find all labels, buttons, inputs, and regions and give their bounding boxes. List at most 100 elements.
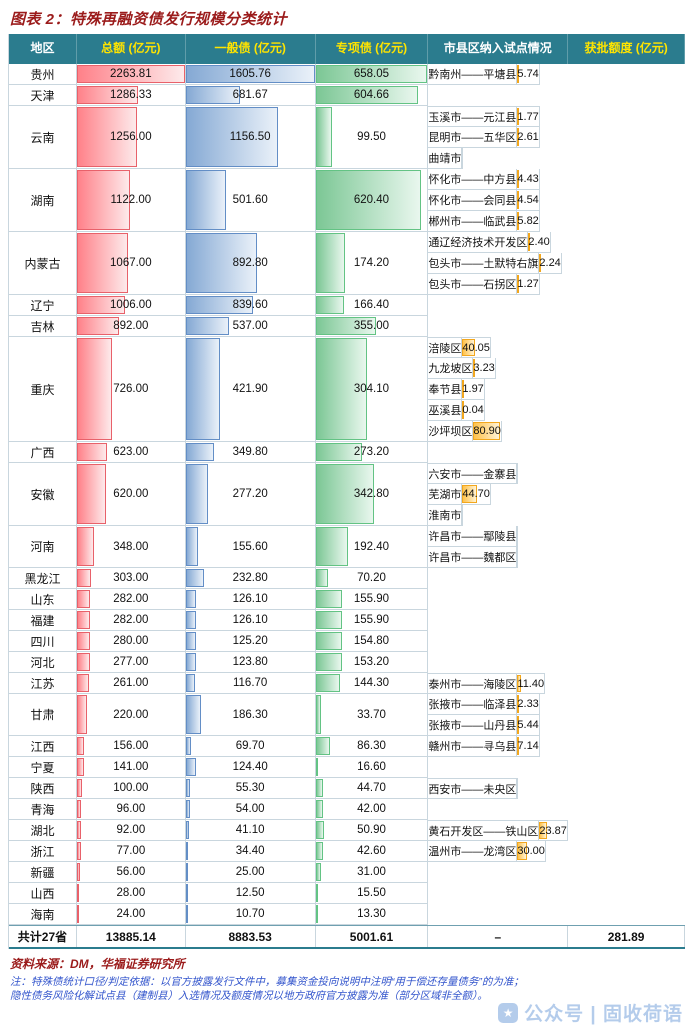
special-databar bbox=[315, 884, 319, 902]
footnote-line-1: 注：特殊债统计口径/判定依据：以官方披露发行文件中，募集资金投向说明中注明“用于… bbox=[10, 976, 524, 988]
special-cell: 153.20 bbox=[315, 652, 429, 673]
total-cell: 92.00 bbox=[76, 820, 186, 841]
pilot-list: 怀化市——中方县 4.43 怀化市——会同县 4.54 郴州市——临武县 5.82 bbox=[428, 169, 685, 232]
total-databar bbox=[76, 863, 80, 881]
region-name: 重庆 bbox=[9, 337, 77, 442]
general-cell: 125.20 bbox=[185, 631, 316, 652]
special-value: 42.00 bbox=[357, 803, 386, 815]
quota-value: 44.70 bbox=[462, 488, 490, 500]
region-row-group: 山西 28.00 12.50 15.50 bbox=[9, 883, 685, 904]
total-value: 1122.00 bbox=[110, 194, 152, 206]
pilot-list bbox=[428, 610, 685, 631]
total-cell: 620.00 bbox=[76, 463, 186, 526]
pilot-name: 黔南州——平塘县 bbox=[428, 64, 518, 85]
total-databar bbox=[76, 611, 91, 629]
total-row-total: 13885.14 bbox=[77, 926, 186, 947]
quota-databar bbox=[517, 842, 528, 860]
quota-databar bbox=[473, 422, 500, 440]
total-cell: 1122.00 bbox=[76, 169, 186, 232]
general-value: 34.40 bbox=[235, 845, 265, 857]
general-databar bbox=[185, 590, 196, 608]
pilot-name: 巫溪县 bbox=[428, 400, 463, 421]
total-databar bbox=[76, 569, 92, 587]
special-cell: 144.30 bbox=[315, 673, 429, 694]
total-value: 92.00 bbox=[116, 824, 146, 836]
pilot-name: 通辽经济技术开发区 bbox=[428, 232, 529, 253]
general-value: 232.80 bbox=[232, 572, 268, 584]
region-row-group: 海南 24.00 10.70 13.30 bbox=[9, 904, 685, 925]
general-cell: 537.00 bbox=[185, 316, 316, 337]
total-value: 277.00 bbox=[113, 656, 149, 668]
region-row-group: 福建 282.00 126.10 155.90 bbox=[9, 610, 685, 631]
special-databar bbox=[315, 338, 368, 440]
quota-databar bbox=[517, 65, 520, 83]
watermark: ★ 公众号 | 固收荷语 bbox=[498, 999, 683, 1026]
general-value: 839.60 bbox=[232, 299, 268, 311]
quota-value: 1.77 bbox=[517, 110, 539, 123]
quota-value: 5.74 bbox=[517, 68, 539, 80]
pilot-name: 玉溪市——元江县 bbox=[428, 106, 518, 127]
pilot-quota: 2.61 bbox=[517, 127, 540, 148]
region-name: 辽宁 bbox=[9, 295, 77, 316]
region-name: 河北 bbox=[9, 652, 77, 673]
special-databar bbox=[315, 653, 342, 671]
pilot-row: 许昌市——鄢陵县 bbox=[428, 526, 685, 547]
pilot-row: 怀化市——中方县 4.43 bbox=[428, 169, 685, 190]
general-cell: 186.30 bbox=[185, 694, 316, 736]
total-databar bbox=[76, 800, 82, 818]
pilot-list bbox=[428, 883, 685, 904]
quota-databar bbox=[517, 675, 521, 692]
general-databar bbox=[185, 107, 279, 167]
pilot-quota: 2.24 bbox=[539, 253, 562, 274]
total-cell: 282.00 bbox=[76, 589, 186, 610]
total-value: 100.00 bbox=[113, 782, 149, 794]
pilot-name: 许昌市——魏都区 bbox=[428, 547, 518, 568]
pilot-list: 泰州市——海陵区 11.40 bbox=[428, 673, 685, 694]
general-cell: 126.10 bbox=[185, 589, 316, 610]
special-databar bbox=[315, 905, 318, 923]
region-name: 广西 bbox=[9, 442, 77, 463]
total-cell: 726.00 bbox=[76, 337, 186, 442]
pilot-quota: 3.23 bbox=[473, 358, 496, 379]
pilot-name: 沙坪坝区 bbox=[428, 421, 474, 442]
general-databar bbox=[185, 695, 201, 734]
special-value: 144.30 bbox=[353, 677, 390, 689]
general-value: 12.50 bbox=[235, 887, 265, 899]
region-name: 甘肃 bbox=[9, 694, 77, 736]
pilot-quota bbox=[462, 148, 464, 169]
total-databar bbox=[76, 296, 125, 314]
special-cell: 44.70 bbox=[315, 778, 429, 799]
special-value: 13.30 bbox=[357, 908, 386, 920]
quota-value: 3.23 bbox=[473, 362, 495, 374]
general-databar bbox=[185, 233, 258, 293]
watermark-text: 公众号 | 固收荷语 bbox=[524, 1004, 683, 1025]
quota-value: 5.44 bbox=[517, 719, 539, 731]
pilot-name: 曲靖市 bbox=[428, 148, 463, 169]
special-cell: 15.50 bbox=[315, 883, 429, 904]
quota-databar bbox=[517, 716, 520, 734]
region-name: 安徽 bbox=[9, 463, 77, 526]
special-databar bbox=[315, 779, 324, 797]
pilot-name: 泰州市——海陵区 bbox=[428, 673, 518, 694]
pilot-name: 怀化市——中方县 bbox=[428, 169, 518, 190]
quota-databar bbox=[539, 822, 548, 839]
region-name: 山西 bbox=[9, 883, 77, 904]
special-value: 15.50 bbox=[357, 887, 386, 899]
special-cell: 42.60 bbox=[315, 841, 429, 862]
special-cell: 31.00 bbox=[315, 862, 429, 883]
total-databar bbox=[76, 695, 88, 734]
special-databar bbox=[315, 758, 319, 776]
quota-value: 80.90 bbox=[473, 425, 501, 437]
region-row-group: 广西 623.00 349.80 273.20 bbox=[9, 442, 685, 463]
total-cell: 1006.00 bbox=[76, 295, 186, 316]
pilot-quota: 5.44 bbox=[517, 715, 540, 736]
total-cell: 277.00 bbox=[76, 652, 186, 673]
total-value: 348.00 bbox=[113, 540, 149, 553]
special-cell: 16.60 bbox=[315, 757, 429, 778]
general-value: 155.60 bbox=[232, 540, 268, 553]
general-cell: 839.60 bbox=[185, 295, 316, 316]
special-databar bbox=[315, 737, 331, 755]
general-cell: 54.00 bbox=[185, 799, 316, 820]
special-value: 44.70 bbox=[357, 782, 386, 794]
total-databar bbox=[76, 65, 185, 83]
